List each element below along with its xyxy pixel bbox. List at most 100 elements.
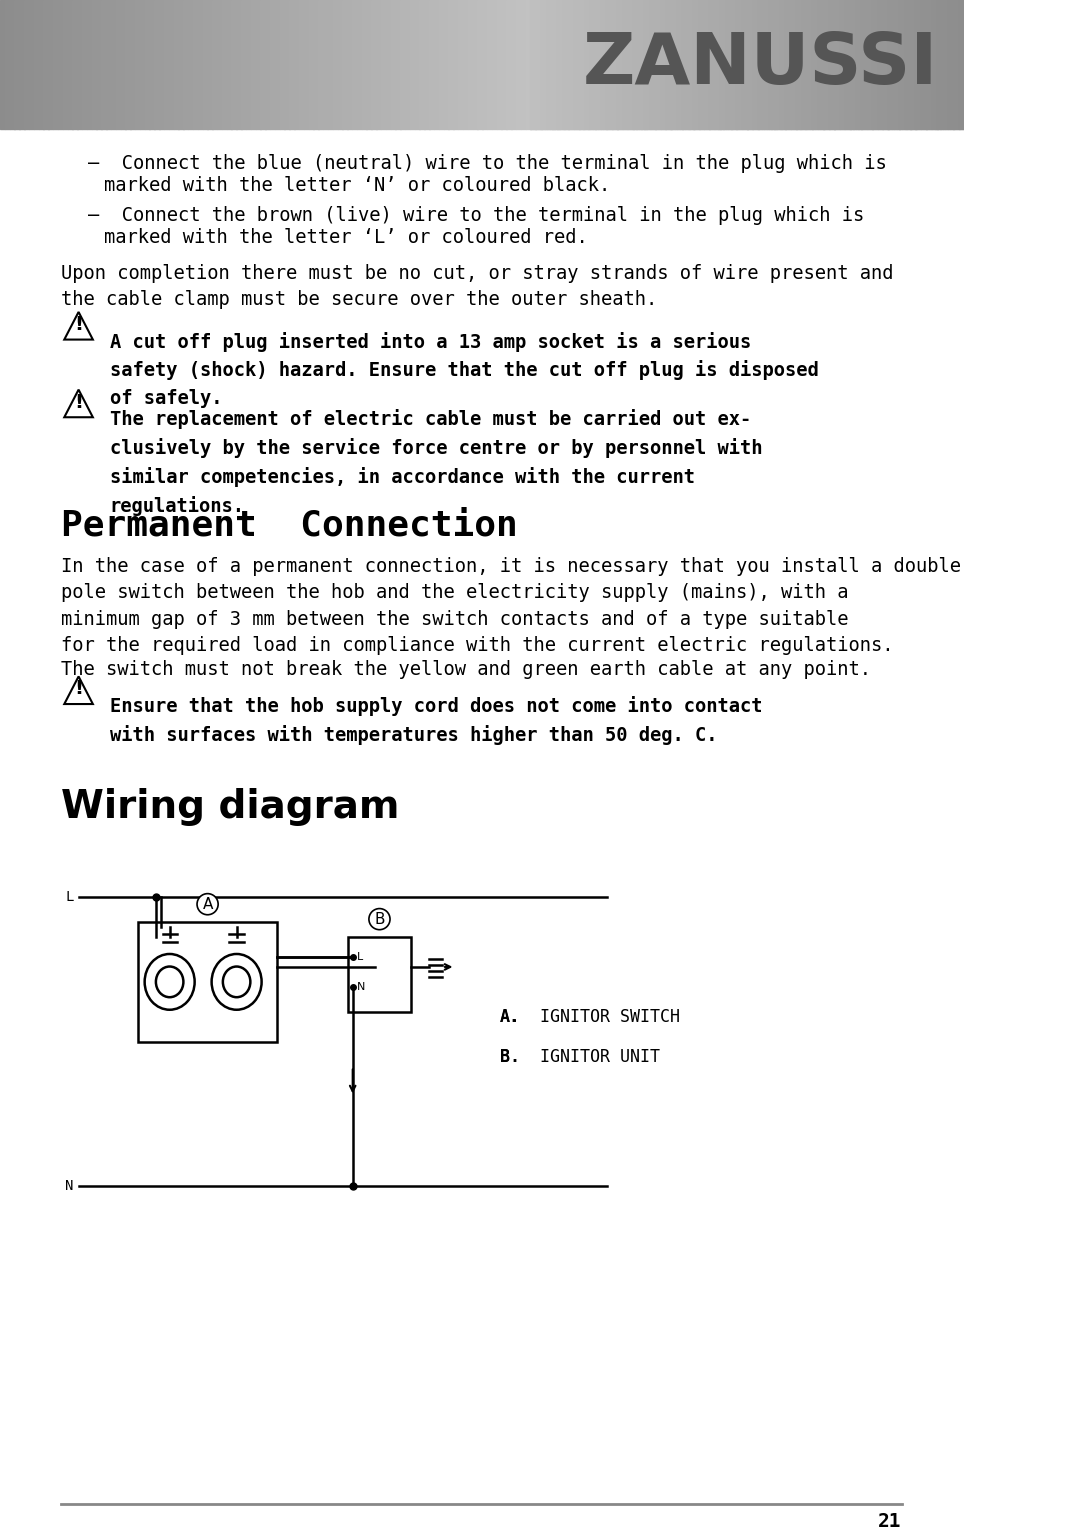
Bar bbox=[448, 0, 454, 130]
Bar bbox=[814, 0, 820, 130]
Text: A.  IGNITOR SWITCH: A. IGNITOR SWITCH bbox=[500, 1008, 680, 1026]
Bar bbox=[868, 0, 873, 130]
Bar bbox=[4, 0, 10, 130]
Text: L: L bbox=[65, 890, 73, 904]
Bar bbox=[227, 0, 232, 130]
Bar bbox=[824, 0, 829, 130]
Bar bbox=[184, 0, 189, 130]
Bar bbox=[497, 0, 502, 130]
Bar bbox=[309, 0, 314, 130]
Bar bbox=[168, 0, 174, 130]
Bar bbox=[791, 0, 796, 130]
Bar bbox=[636, 0, 642, 130]
Text: B.  IGNITOR UNIT: B. IGNITOR UNIT bbox=[500, 1048, 660, 1066]
Bar bbox=[932, 0, 937, 130]
Bar bbox=[671, 0, 675, 130]
Bar bbox=[622, 0, 629, 130]
Bar bbox=[849, 0, 854, 130]
Bar bbox=[912, 0, 917, 130]
Bar bbox=[77, 0, 82, 130]
Bar bbox=[458, 0, 463, 130]
Bar bbox=[178, 0, 184, 130]
Bar bbox=[116, 0, 121, 130]
Bar bbox=[771, 0, 777, 130]
Text: Upon completion there must be no cut, or stray strands of wire present and
the c: Upon completion there must be no cut, or… bbox=[60, 264, 893, 309]
Bar bbox=[665, 0, 671, 130]
Bar bbox=[949, 0, 955, 130]
Bar bbox=[733, 0, 738, 130]
Bar bbox=[473, 0, 477, 130]
Bar bbox=[559, 0, 565, 130]
Bar bbox=[853, 0, 859, 130]
Bar bbox=[954, 0, 959, 130]
Bar bbox=[839, 0, 846, 130]
Bar bbox=[487, 0, 492, 130]
Bar bbox=[401, 0, 405, 130]
Bar bbox=[937, 0, 943, 130]
Bar bbox=[807, 0, 813, 130]
Bar bbox=[617, 0, 623, 130]
Bar bbox=[927, 0, 932, 130]
Bar bbox=[889, 0, 894, 130]
Bar bbox=[102, 0, 107, 130]
Bar bbox=[409, 0, 415, 130]
Bar bbox=[63, 0, 68, 130]
Bar bbox=[507, 0, 512, 130]
Bar bbox=[419, 0, 424, 130]
Bar bbox=[737, 0, 742, 130]
Bar bbox=[859, 0, 864, 130]
Bar bbox=[530, 0, 537, 130]
Bar bbox=[434, 0, 440, 130]
Bar bbox=[526, 0, 530, 130]
Bar bbox=[708, 0, 714, 130]
Text: L: L bbox=[357, 951, 363, 962]
Bar bbox=[352, 0, 357, 130]
Bar bbox=[810, 0, 815, 130]
Bar bbox=[905, 0, 910, 130]
Text: Permanent  Connection: Permanent Connection bbox=[60, 509, 517, 542]
Bar bbox=[710, 0, 715, 130]
Bar bbox=[96, 0, 102, 130]
Bar bbox=[892, 0, 897, 130]
Bar bbox=[780, 0, 786, 130]
Bar bbox=[501, 0, 507, 130]
Bar bbox=[14, 0, 19, 130]
Bar bbox=[138, 922, 276, 1042]
Bar bbox=[872, 0, 878, 130]
Bar bbox=[212, 0, 217, 130]
Bar bbox=[139, 0, 145, 130]
Bar bbox=[843, 0, 849, 130]
Bar bbox=[731, 0, 737, 130]
Bar bbox=[606, 0, 612, 130]
Bar bbox=[642, 0, 647, 130]
Text: Ensure that the hob supply cord does not come into contact
with surfaces with te: Ensure that the hob supply cord does not… bbox=[110, 696, 762, 745]
Text: B: B bbox=[374, 912, 384, 927]
Bar bbox=[834, 0, 839, 130]
Bar bbox=[584, 0, 591, 130]
Bar bbox=[174, 0, 179, 130]
Bar bbox=[164, 0, 170, 130]
Bar bbox=[294, 0, 299, 130]
Bar bbox=[646, 0, 651, 130]
Bar bbox=[603, 0, 608, 130]
Bar bbox=[878, 0, 882, 130]
Bar bbox=[752, 0, 757, 130]
Text: A.: A. bbox=[500, 1008, 519, 1026]
Bar bbox=[347, 0, 352, 130]
Bar bbox=[198, 0, 203, 130]
Bar bbox=[540, 0, 545, 130]
Bar bbox=[608, 0, 612, 130]
Bar bbox=[715, 0, 720, 130]
Bar bbox=[845, 0, 851, 130]
Bar bbox=[612, 0, 618, 130]
Bar bbox=[878, 0, 883, 130]
Bar bbox=[626, 0, 632, 130]
Bar bbox=[33, 0, 39, 130]
Bar bbox=[444, 0, 449, 130]
Bar bbox=[86, 0, 92, 130]
Bar bbox=[424, 0, 430, 130]
Text: —  Connect the blue (neutral) wire to the terminal in the plug which is: — Connect the blue (neutral) wire to the… bbox=[87, 155, 887, 173]
Bar bbox=[747, 0, 753, 130]
Bar bbox=[43, 0, 49, 130]
Bar bbox=[959, 0, 964, 130]
